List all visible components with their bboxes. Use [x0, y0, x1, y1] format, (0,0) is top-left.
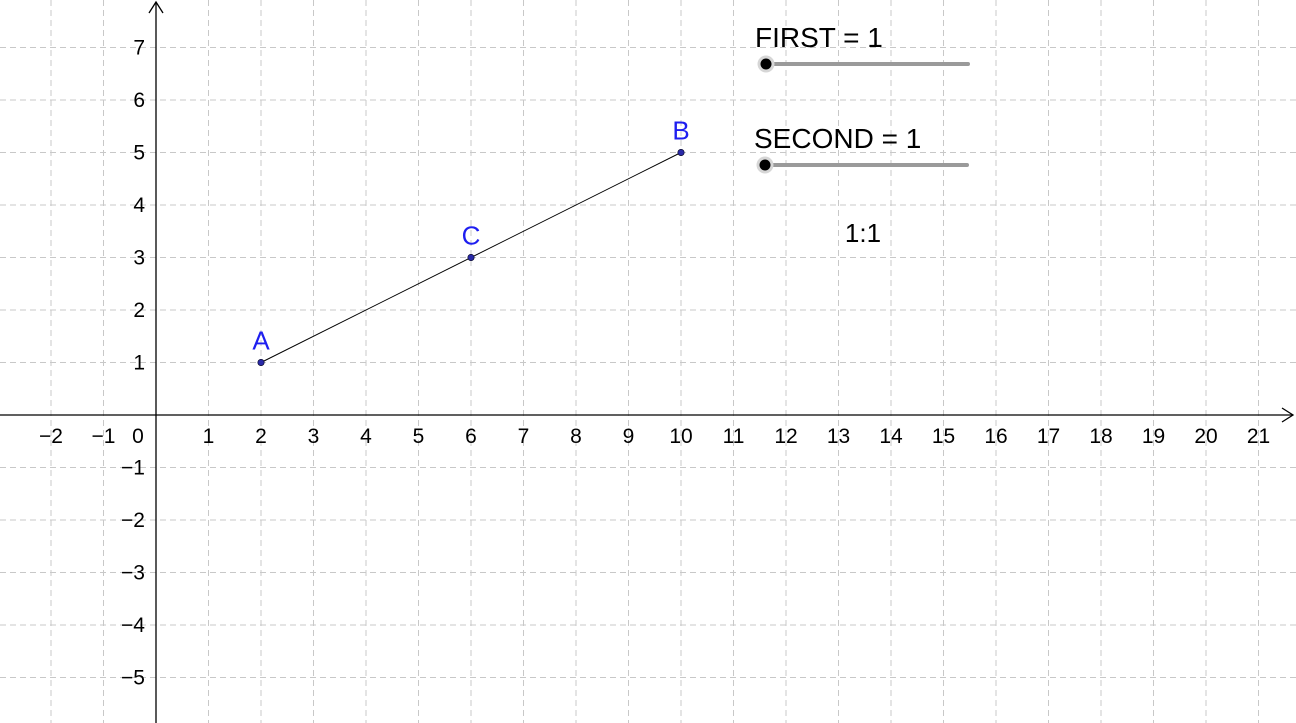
- x-tick-label: 1: [203, 425, 215, 448]
- x-tick-label: −2: [39, 425, 63, 448]
- x-tick-label: 21: [1247, 425, 1270, 448]
- x-tick-label: 2: [255, 425, 267, 448]
- construction-objects[interactable]: A B C: [252, 116, 690, 366]
- x-tick-label: 6: [465, 425, 477, 448]
- sliders[interactable]: FIRST = 1 SECOND = 1: [754, 22, 970, 174]
- point-b[interactable]: B: [672, 116, 690, 157]
- x-tick-label: 3: [308, 425, 320, 448]
- x-tick-label: 12: [774, 425, 797, 448]
- tick-labels: −2 −1 1 2 3 4 5 6 7 8 9 10 11 12 13 14 15 16 17 18 19 20 210−5…: [39, 37, 1270, 690]
- y-tick-label: 4: [133, 194, 145, 217]
- slider-first-label: FIRST = 1: [755, 22, 883, 53]
- y-tick-label: 7: [133, 37, 145, 60]
- x-tick-label: 15: [932, 425, 955, 448]
- x-tick-label: −1: [92, 425, 116, 448]
- x-tick-label: 7: [518, 425, 530, 448]
- x-tick-label: 17: [1037, 425, 1060, 448]
- y-tick-label: −1: [121, 457, 145, 480]
- y-tick-label: 3: [133, 247, 145, 270]
- x-tick-label: 9: [623, 425, 635, 448]
- x-axis-arrow: [1281, 407, 1295, 423]
- y-tick-label: 6: [133, 89, 145, 112]
- ratio-text: 1:1: [845, 218, 881, 248]
- y-tick-label: −2: [121, 509, 145, 532]
- x-tick-label: 5: [413, 425, 425, 448]
- x-tick-label: 18: [1089, 425, 1112, 448]
- y-tick-label: −5: [121, 667, 145, 690]
- y-tick-label: −4: [121, 614, 145, 637]
- slider-first-knob[interactable]: [760, 58, 772, 70]
- y-tick-label: −3: [121, 562, 145, 585]
- x-tick-label: 19: [1142, 425, 1165, 448]
- x-tick-label: 4: [360, 425, 372, 448]
- y-axis-arrow: [148, 0, 164, 14]
- point-c-dot[interactable]: [467, 254, 475, 262]
- y-tick-label: 2: [133, 299, 145, 322]
- origin-label: 0: [132, 425, 144, 448]
- slider-second-label: SECOND = 1: [754, 123, 921, 154]
- x-tick-label: 16: [984, 425, 1007, 448]
- point-b-label: B: [672, 116, 689, 146]
- y-tick-label: 5: [133, 142, 145, 165]
- slider-first[interactable]: FIRST = 1: [755, 22, 970, 73]
- point-a-label: A: [252, 326, 270, 356]
- point-c[interactable]: C: [462, 221, 481, 262]
- x-tick-label: 11: [723, 425, 745, 448]
- x-tick-label: 8: [570, 425, 582, 448]
- x-tick-label: 10: [669, 425, 692, 448]
- x-tick-label: 14: [879, 425, 903, 448]
- y-tick-label: 1: [133, 352, 145, 375]
- slider-second[interactable]: SECOND = 1: [754, 123, 969, 174]
- point-c-label: C: [462, 221, 481, 251]
- point-a-dot[interactable]: [257, 358, 265, 366]
- point-b-dot[interactable]: [677, 149, 685, 157]
- slider-second-knob[interactable]: [759, 159, 771, 171]
- point-a[interactable]: A: [252, 326, 270, 366]
- x-tick-label: 13: [827, 425, 850, 448]
- x-tick-label: 20: [1194, 425, 1217, 448]
